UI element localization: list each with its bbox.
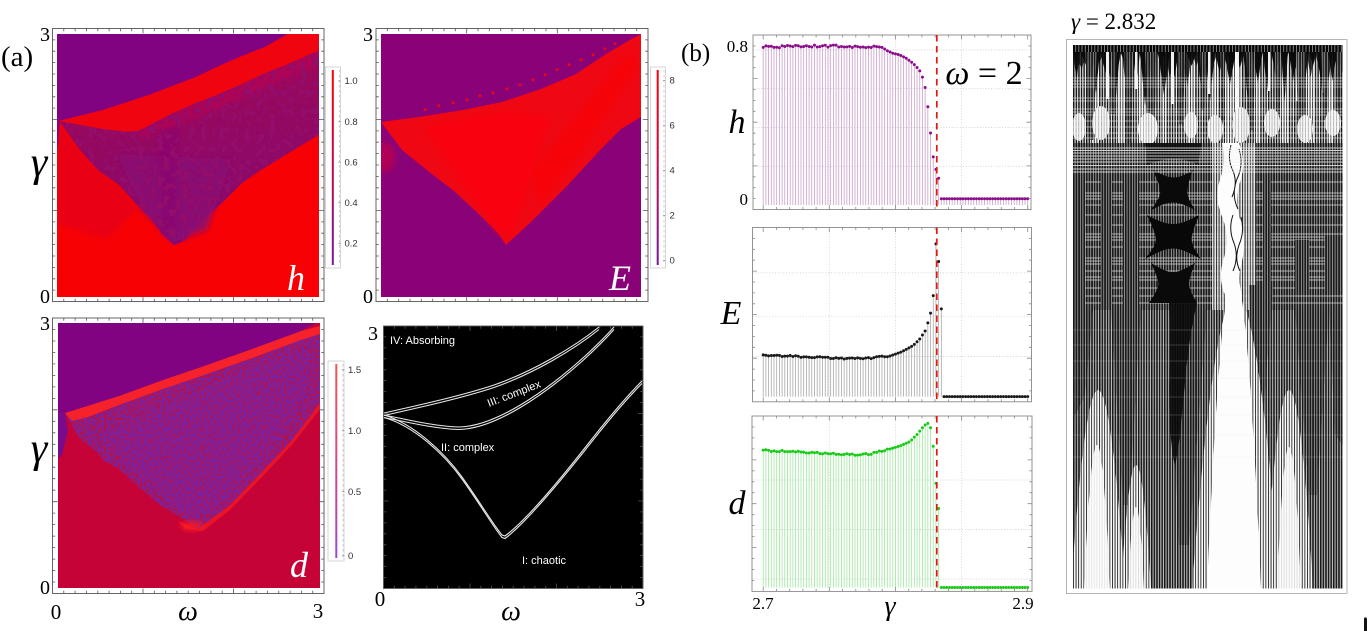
svg-text:0: 0 [348, 551, 353, 562]
svg-text:h: h [287, 258, 305, 298]
svg-text:ω: ω [178, 596, 198, 627]
svg-text:2: 2 [670, 211, 675, 222]
svg-text:4: 4 [670, 166, 675, 177]
svg-text:0.8: 0.8 [727, 37, 748, 56]
svg-text:E: E [720, 295, 742, 332]
svg-text:d: d [729, 485, 747, 522]
svg-text:(b): (b) [681, 40, 710, 67]
svg-text:2.7: 2.7 [752, 594, 774, 613]
svg-text:ω: ω [501, 596, 521, 627]
svg-text:1.0: 1.0 [345, 76, 358, 87]
svg-text:d: d [290, 545, 309, 585]
svg-text:0: 0 [51, 600, 62, 624]
svg-text:0: 0 [40, 577, 50, 599]
svg-text:3: 3 [40, 313, 50, 335]
svg-text:6: 6 [670, 121, 675, 132]
svg-text:h: h [729, 104, 746, 141]
svg-text:IV: Absorbing: IV: Absorbing [390, 335, 455, 347]
svg-text:3: 3 [368, 323, 378, 345]
svg-text:(a): (a) [1, 41, 33, 73]
svg-text:3: 3 [313, 599, 324, 623]
svg-text:1.5: 1.5 [348, 365, 361, 376]
svg-text:0.4: 0.4 [345, 198, 358, 209]
svg-text:ω = 2: ω = 2 [945, 55, 1022, 92]
svg-text:2.9: 2.9 [1012, 594, 1033, 613]
svg-text:0: 0 [363, 286, 373, 308]
svg-text:0: 0 [40, 286, 50, 308]
svg-text:1.0: 1.0 [348, 426, 361, 437]
svg-text:0: 0 [670, 256, 675, 267]
svg-text:0.2: 0.2 [345, 239, 358, 250]
svg-text:3: 3 [635, 587, 646, 611]
svg-text:E: E [608, 258, 631, 298]
svg-text:3: 3 [40, 24, 50, 46]
svg-text:γ: γ [31, 426, 49, 472]
svg-text:0: 0 [740, 190, 749, 209]
svg-text:γ: γ [884, 591, 896, 622]
svg-text:8: 8 [670, 76, 675, 87]
svg-text:3: 3 [363, 24, 373, 46]
svg-text:0: 0 [375, 587, 386, 611]
svg-text:0.8: 0.8 [345, 117, 358, 128]
svg-text:I: chaotic: I: chaotic [522, 555, 567, 567]
svg-text:γ = 2.832: γ = 2.832 [1071, 9, 1156, 34]
svg-text:II: complex: II: complex [441, 442, 495, 454]
svg-text:γ: γ [31, 140, 49, 186]
svg-text:0.6: 0.6 [345, 157, 358, 168]
svg-text:0.5: 0.5 [348, 487, 361, 498]
